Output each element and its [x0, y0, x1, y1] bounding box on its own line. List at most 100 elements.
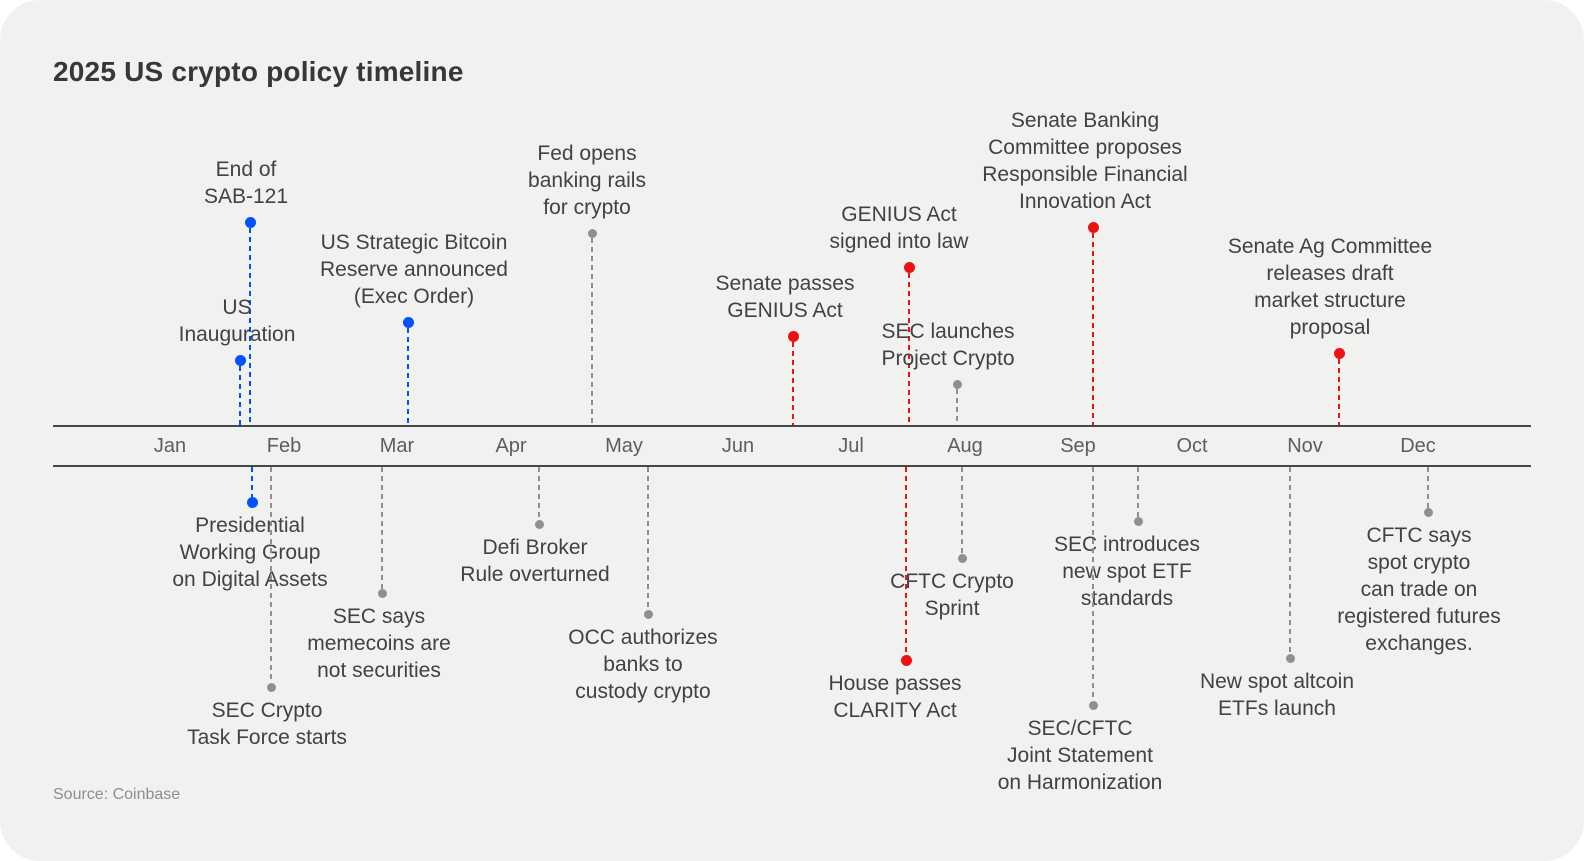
- event-dot-sec-spot-etf-standards: [1133, 516, 1143, 526]
- event-leader-line: [249, 227, 251, 425]
- event-dot-cftc-crypto-sprint: [957, 553, 967, 563]
- event-label-line: Senate Ag Committee: [1227, 235, 1433, 258]
- event-dot-us-inauguration: [234, 354, 246, 366]
- event-label-line: CFTC says: [1366, 524, 1472, 547]
- event-label-line: Rule overturned: [460, 563, 610, 586]
- month-label-feb: Feb: [266, 435, 302, 457]
- event-label-sec-memecoins: SEC says memecoins are not securities: [169, 603, 589, 684]
- event-label-line: SAB-121: [203, 185, 289, 208]
- event-label-line: (Exec Order): [353, 285, 475, 308]
- event-label-senate-ag-market-structure: Senate Ag Committee releases draft market …: [1120, 233, 1540, 341]
- event-label-line: Senate Banking: [1010, 109, 1160, 132]
- axis-line-top: [53, 425, 1531, 427]
- event-leader-line: [647, 467, 649, 610]
- event-leader-line: [270, 467, 272, 683]
- month-label-mar: Mar: [379, 435, 415, 457]
- event-label-line: Fed opens: [537, 142, 637, 165]
- event-label-line: for crypto: [543, 196, 631, 219]
- event-label-line: End of: [215, 158, 277, 181]
- event-label-line: Sprint: [924, 597, 980, 620]
- event-label-line: GENIUS Act: [727, 299, 843, 322]
- event-leader-line: [381, 467, 383, 589]
- event-label-line: House passes: [828, 672, 962, 695]
- event-leader-line: [1137, 467, 1139, 517]
- event-leader-line: [1289, 467, 1291, 654]
- event-leader-line: [1338, 358, 1340, 425]
- event-label-cftc-spot-crypto-futures: CFTC says spot crypto can trade on register…: [1209, 522, 1584, 657]
- event-label-line: memecoins are: [307, 632, 451, 655]
- month-label-jul: Jul: [838, 435, 864, 457]
- event-label-cftc-crypto-sprint: CFTC Crypto Sprint: [742, 568, 1162, 622]
- event-leader-line: [591, 237, 593, 425]
- event-leader-line: [1092, 467, 1094, 701]
- event-dot-presidential-working-group: [246, 496, 258, 508]
- event-dot-house-passes-clarity-act: [900, 654, 912, 666]
- axis-line-bottom: [53, 465, 1531, 467]
- event-label-line: market structure: [1254, 289, 1406, 312]
- event-label-line: Committee proposes: [988, 136, 1182, 159]
- event-label-occ-custody: OCC authorizes banks to custody crypto: [433, 624, 853, 705]
- event-label-line: Working Group: [179, 541, 321, 564]
- event-dot-senate-ag-market-structure: [1333, 347, 1345, 359]
- event-label-sec-crypto-task-force: SEC Crypto Task Force starts: [57, 697, 477, 751]
- event-dot-new-spot-altcoin-etfs: [1285, 653, 1295, 663]
- event-label-line: Inauguration: [178, 323, 296, 346]
- event-dot-defi-broker-rule: [534, 519, 544, 529]
- event-label-line: proposal: [1289, 316, 1371, 339]
- event-label-fed-banking-rails: Fed opens banking rails for crypto: [377, 140, 797, 221]
- event-dot-cftc-spot-crypto-futures: [1423, 507, 1433, 517]
- event-dot-senate-banking-rfia: [1087, 221, 1099, 233]
- event-label-line: banking rails: [528, 169, 646, 192]
- event-label-line: can trade on: [1360, 578, 1478, 601]
- event-label-line: CLARITY Act: [833, 699, 957, 722]
- event-label-line: registered futures: [1337, 605, 1501, 628]
- event-label-line: custody crypto: [575, 680, 711, 703]
- month-label-jan: Jan: [153, 435, 187, 457]
- event-dot-senate-passes-genius-act: [787, 330, 799, 342]
- source-attribution: Source: Coinbase: [53, 786, 181, 803]
- event-label-sec-cftc-joint-statement: SEC/CFTC Joint Statement on Harmonization: [870, 715, 1290, 796]
- month-label-sep: Sep: [1060, 435, 1096, 457]
- event-label-line: Presidential: [195, 514, 305, 537]
- event-label-house-passes-clarity-act: House passes CLARITY Act: [685, 670, 1105, 724]
- page-title: 2025 US crypto policy timeline: [53, 56, 464, 87]
- event-label-line: CFTC Crypto: [890, 570, 1014, 593]
- event-leader-line: [905, 467, 907, 655]
- event-label-line: standards: [1080, 587, 1174, 610]
- event-label-line: SEC/CFTC: [1027, 717, 1133, 740]
- month-label-may: May: [605, 435, 643, 457]
- event-leader-line: [1427, 467, 1429, 508]
- event-label-us-strategic-bitcoin-reserve: US Strategic Bitcoin Reserve announced (Ex…: [204, 229, 624, 310]
- event-dot-us-strategic-bitcoin-reserve: [402, 316, 414, 328]
- event-label-line: Reserve announced: [320, 258, 508, 281]
- event-leader-line: [239, 365, 241, 425]
- event-label-line: on Harmonization: [997, 771, 1163, 794]
- event-leader-line: [1092, 232, 1094, 425]
- event-dot-sec-project-crypto: [952, 379, 962, 389]
- event-label-line: GENIUS Act: [841, 203, 957, 226]
- event-dot-sec-memecoins: [377, 588, 387, 598]
- event-label-line: Defi Broker: [482, 536, 588, 559]
- event-label-line: Project Crypto: [881, 347, 1015, 370]
- event-label-line: OCC authorizes: [568, 626, 718, 649]
- event-label-line: Senate passes: [715, 272, 855, 295]
- event-label-line: SEC says: [332, 605, 426, 628]
- event-label-line: SEC launches: [881, 320, 1015, 343]
- event-dot-occ-custody: [643, 609, 653, 619]
- event-label-line: exchanges.: [1365, 632, 1473, 655]
- event-dot-end-of-sab-121: [244, 216, 256, 228]
- event-label-line: Task Force starts: [187, 726, 347, 749]
- event-dot-sec-cftc-joint-statement: [1088, 700, 1098, 710]
- event-label-line: Joint Statement: [1007, 744, 1153, 767]
- event-label-line: Responsible Financial: [982, 163, 1188, 186]
- event-leader-line: [538, 467, 540, 520]
- event-dot-genius-act-signed: [903, 261, 915, 273]
- event-label-new-spot-altcoin-etfs: New spot altcoin ETFs launch: [1067, 668, 1487, 722]
- event-label-end-of-sab-121: End of SAB-121: [36, 156, 456, 210]
- event-label-presidential-working-group: Presidential Working Group on Digital Asse…: [40, 512, 460, 593]
- event-leader-line: [251, 467, 253, 497]
- event-dot-sec-crypto-task-force: [266, 682, 276, 692]
- event-label-us-inauguration: US Inauguration: [27, 294, 447, 348]
